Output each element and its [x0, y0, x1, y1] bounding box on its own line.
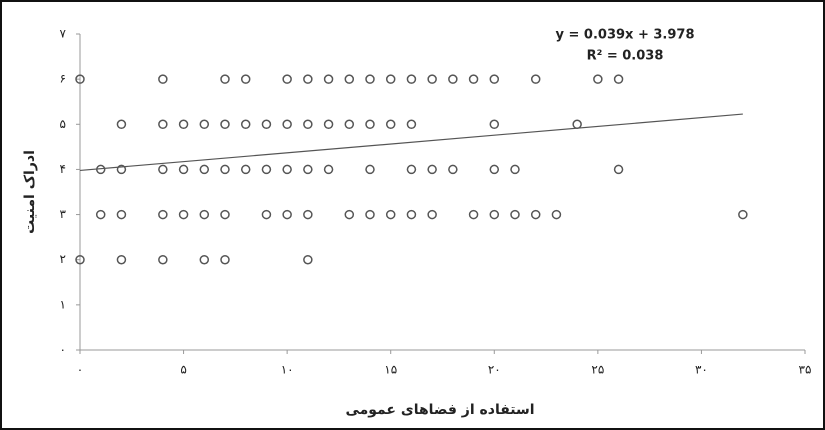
point: [240, 74, 251, 84]
y-tick-label: ۳: [60, 207, 67, 221]
y-tick-label: ۲: [60, 252, 66, 266]
point: [158, 74, 168, 84]
point: [116, 119, 127, 130]
x-tick-label: ۳۵: [799, 363, 812, 377]
point: [282, 164, 292, 175]
point: [116, 254, 127, 265]
point: [75, 74, 85, 84]
point: [158, 209, 168, 220]
point: [178, 209, 189, 220]
point: [75, 254, 85, 265]
point: [220, 74, 230, 84]
point: [220, 209, 230, 220]
x-tick-label: ۵: [180, 363, 186, 377]
point: [261, 119, 272, 130]
point: [468, 74, 479, 84]
point: [530, 209, 541, 220]
point: [489, 209, 500, 220]
y-tick-label: ۶: [60, 72, 66, 86]
point: [344, 74, 355, 84]
y-axis-title: ادراک امنیت: [22, 150, 38, 234]
trendline: [79, 113, 743, 172]
point: [448, 164, 458, 175]
point: [489, 74, 500, 84]
point: [427, 209, 437, 220]
point: [427, 74, 437, 84]
point: [365, 74, 375, 84]
x-tick-label: ۲۰: [488, 363, 501, 377]
point: [282, 209, 292, 220]
point: [303, 254, 313, 265]
point: [323, 164, 334, 175]
point: [427, 164, 437, 175]
point: [613, 74, 624, 84]
point: [199, 164, 210, 175]
x-tick-label: ۱۵: [384, 363, 397, 377]
point: [116, 209, 127, 220]
y-tick-label: ۵: [60, 117, 66, 131]
point: [365, 164, 375, 175]
point: [344, 119, 355, 130]
x-axis-title: استفاده از فضاهای عمومی: [345, 402, 534, 418]
point: [551, 209, 562, 220]
point: [489, 119, 500, 130]
point: [282, 74, 292, 84]
y-tick-label: ۰: [60, 343, 66, 357]
y-tick-label: ۱: [60, 297, 66, 311]
point: [199, 254, 210, 265]
point: [261, 164, 272, 175]
y-tick-label: ۴: [60, 162, 66, 176]
point: [199, 209, 210, 220]
x-tick-label: ۱۰: [281, 363, 294, 377]
point: [220, 254, 230, 265]
point: [385, 209, 396, 220]
point: [158, 254, 168, 265]
point: [406, 209, 417, 220]
x-tick-label: ۰: [77, 363, 83, 377]
point: [199, 119, 210, 130]
point: [344, 209, 355, 220]
equation: y = 0.039x + 3.978: [556, 28, 695, 43]
x-tick-label: ۳۰: [695, 363, 708, 377]
point: [220, 119, 230, 130]
point: [178, 164, 189, 175]
point: [365, 209, 375, 220]
point: [95, 209, 106, 220]
point: [365, 119, 375, 130]
point: [738, 209, 748, 220]
point: [530, 74, 541, 84]
point: [158, 164, 168, 175]
point: [406, 164, 417, 175]
y-tick-label: ۷: [60, 27, 67, 41]
point: [510, 209, 520, 220]
point: [116, 164, 127, 175]
point: [489, 164, 500, 175]
r-squared: R² = 0.038: [587, 49, 664, 64]
point: [593, 74, 603, 84]
point: [303, 119, 313, 130]
point: [323, 119, 334, 130]
point: [303, 74, 313, 84]
point: [282, 119, 292, 130]
point: [323, 74, 334, 84]
point: [261, 209, 272, 220]
point: [240, 164, 251, 175]
point: [510, 164, 520, 175]
point: [468, 209, 479, 220]
point: [613, 164, 624, 175]
point: [220, 164, 230, 175]
point: [406, 74, 417, 84]
point: [240, 119, 251, 130]
point: [448, 74, 458, 84]
point: [385, 119, 396, 130]
point: [385, 74, 396, 84]
point: [178, 119, 189, 130]
point: [158, 119, 168, 130]
x-tick-label: ۲۵: [591, 363, 604, 377]
point: [406, 119, 417, 130]
point: [303, 209, 313, 220]
point: [303, 164, 313, 175]
